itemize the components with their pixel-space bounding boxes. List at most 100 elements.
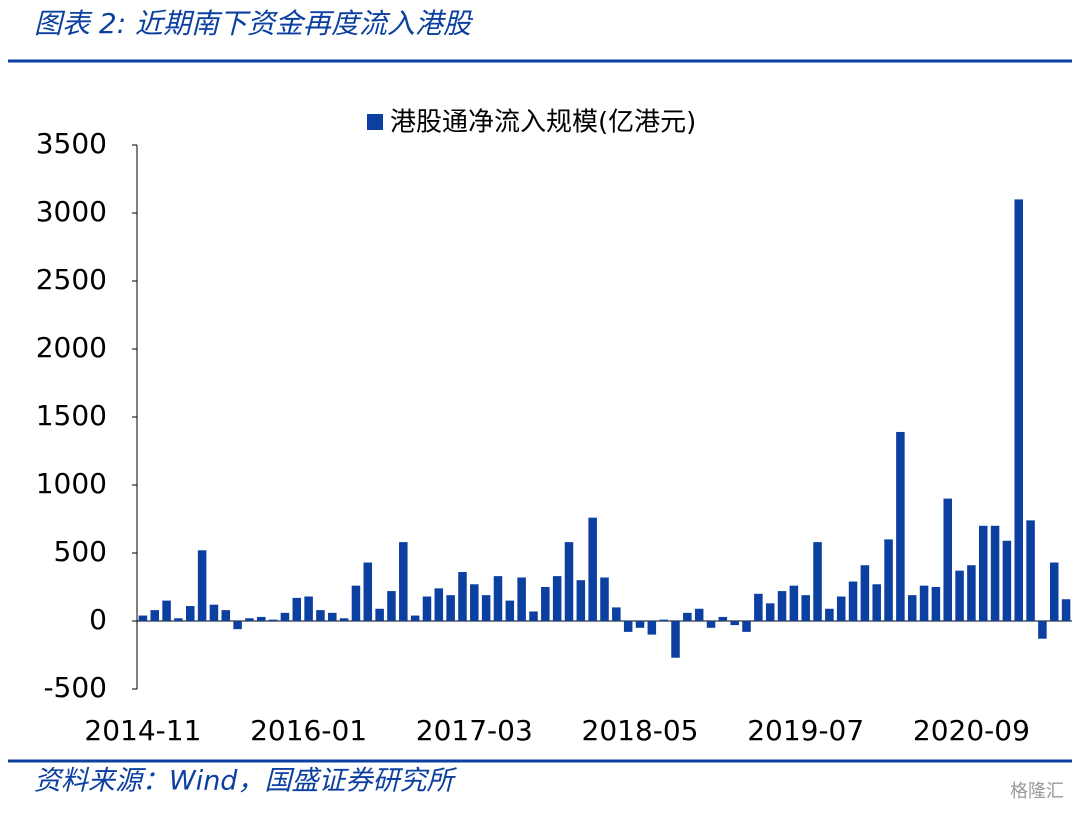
bar <box>884 539 893 621</box>
bar <box>1049 562 1059 621</box>
y-tick-label: 2500 <box>36 263 107 296</box>
bar <box>233 621 242 630</box>
bar <box>718 616 728 621</box>
bar <box>541 587 550 621</box>
bar <box>221 610 231 621</box>
bar <box>896 431 905 621</box>
bar <box>529 611 538 621</box>
bar <box>1002 540 1012 621</box>
bar <box>197 550 207 621</box>
bar <box>375 608 384 621</box>
bar <box>162 600 171 621</box>
bar <box>907 595 917 621</box>
bar <box>919 585 929 621</box>
bar <box>990 525 1000 621</box>
bar <box>268 619 278 621</box>
bar <box>612 607 621 621</box>
bar <box>517 577 526 621</box>
source: 资料来源：Wind，国盛证券研究所 <box>34 766 457 797</box>
bar <box>387 591 396 621</box>
bar <box>292 597 302 621</box>
bar <box>185 606 195 621</box>
bar <box>351 585 361 621</box>
bar <box>931 587 941 621</box>
y-tick-label: 3000 <box>36 195 107 228</box>
bar <box>470 584 479 621</box>
bar <box>789 585 799 621</box>
watermark: 格隆汇 <box>1010 781 1064 802</box>
bar <box>458 572 467 621</box>
bar <box>174 618 183 621</box>
x-tick-label: 2017-03 <box>416 714 533 747</box>
bar <box>304 596 313 621</box>
bar <box>600 577 609 621</box>
y-tick-label: 1000 <box>36 467 107 500</box>
bar <box>706 621 716 628</box>
bar <box>742 621 751 632</box>
bar <box>730 621 739 626</box>
bar <box>1038 621 1047 639</box>
bar <box>280 612 290 621</box>
bar <box>647 621 657 635</box>
bar <box>410 615 420 621</box>
bar <box>623 621 633 632</box>
x-tick-label: 2018-05 <box>582 714 699 747</box>
bar <box>505 600 515 621</box>
y-tick-label: 3500 <box>36 127 107 160</box>
bar <box>446 595 455 621</box>
bar <box>588 517 597 621</box>
y-tick-label: 500 <box>54 535 107 568</box>
bar <box>836 596 846 621</box>
bar <box>150 610 160 621</box>
bar <box>434 588 444 621</box>
bar <box>777 591 787 621</box>
bar <box>860 565 870 621</box>
bar <box>754 593 763 621</box>
bar <box>683 612 692 621</box>
bar <box>848 581 858 621</box>
bar <box>1061 599 1071 621</box>
bar <box>801 595 810 621</box>
y-tick-label: 2000 <box>36 331 107 364</box>
bar <box>967 565 976 621</box>
x-tick-label: 2020-09 <box>913 714 1030 747</box>
bar <box>209 604 219 621</box>
bar <box>245 618 254 621</box>
bar <box>694 608 704 621</box>
bar <box>328 612 337 621</box>
y-tick-label: 1500 <box>36 399 107 432</box>
bar <box>1026 520 1035 621</box>
bar <box>257 616 266 621</box>
bar <box>316 610 325 621</box>
bar <box>399 542 408 621</box>
bar <box>564 542 574 621</box>
bar <box>422 596 432 621</box>
bar <box>138 615 148 621</box>
bar <box>363 562 373 621</box>
bar <box>635 621 645 628</box>
bar <box>576 580 586 621</box>
bar <box>872 584 881 621</box>
title: 图表 2: 近期南下资金再度流入港股 <box>34 7 474 40</box>
legend-swatch <box>367 114 383 130</box>
bar <box>978 525 988 621</box>
x-tick-label: 2014-11 <box>84 714 201 747</box>
legend-label: 港股通净流入规模(亿港元) <box>390 108 696 138</box>
y-tick-label: 0 <box>89 603 107 636</box>
bar <box>765 603 775 621</box>
bar <box>943 498 952 621</box>
y-tick-label: -500 <box>43 671 107 704</box>
bar <box>339 618 349 621</box>
bar <box>481 595 491 621</box>
bar <box>955 570 964 621</box>
x-tick-label: 2016-01 <box>250 714 367 747</box>
x-tick-label: 2019-07 <box>747 714 864 747</box>
bar <box>813 542 822 621</box>
bar <box>671 621 680 658</box>
bar <box>493 576 503 621</box>
bar <box>659 619 668 621</box>
bar <box>552 576 562 621</box>
bar <box>825 608 834 621</box>
bar <box>1014 199 1024 621</box>
